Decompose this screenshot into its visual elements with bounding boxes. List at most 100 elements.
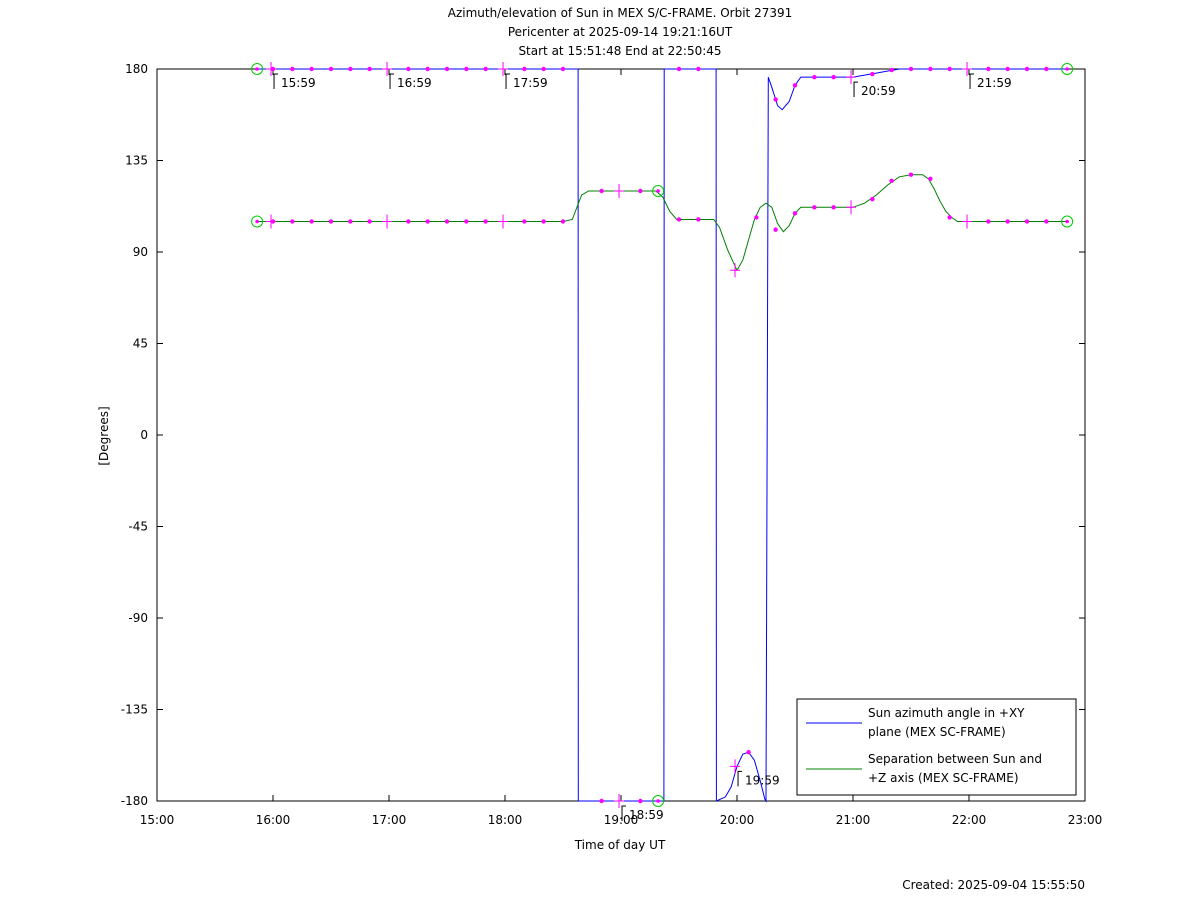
azimuth-marker	[367, 66, 372, 72]
x-tick-label: 21:00	[836, 813, 871, 827]
y-axis-label: [Degrees]	[97, 406, 111, 465]
separation-marker	[676, 217, 682, 222]
separation-marker	[290, 219, 295, 224]
azimuth-marker	[696, 66, 701, 72]
series-line-1	[257, 68, 1068, 803]
separation-marker	[541, 219, 546, 224]
y-tick-label: 135	[125, 154, 148, 168]
azimuth-marker	[599, 798, 604, 804]
separation-marker	[831, 205, 836, 210]
azimuth-marker	[406, 66, 411, 72]
azimuth-marker	[986, 66, 991, 72]
separation-marker	[889, 178, 894, 184]
plot-frame	[156, 68, 1086, 802]
azimuth-marker	[908, 66, 914, 72]
y-tick-label: 45	[133, 337, 148, 351]
hour-cross-marker	[382, 214, 393, 229]
hour-cross-marker	[266, 62, 277, 76]
separation-marker	[1044, 219, 1049, 224]
endpoint-dot	[1065, 67, 1069, 71]
hour-label: 15:59	[281, 76, 316, 90]
azimuth-marker	[541, 66, 546, 72]
separation-marker	[367, 219, 372, 224]
azimuth-marker	[444, 66, 450, 72]
azimuth-marker	[947, 66, 952, 72]
azimuth-marker	[328, 66, 334, 72]
separation-marker	[638, 188, 643, 194]
endpoint-circle-marker	[251, 215, 264, 228]
separation-marker	[560, 219, 566, 224]
separation-marker	[406, 219, 411, 224]
endpoint-dot	[1065, 219, 1069, 224]
legend-label: plane (MEX SC-FRAME)	[868, 725, 1006, 739]
x-tick-label: 22:00	[952, 813, 987, 827]
separation-marker	[464, 219, 469, 224]
separation-marker	[928, 176, 933, 181]
hour-cross-marker	[614, 794, 625, 808]
hour-label-pointer	[505, 73, 511, 89]
legend-label: +Z axis (MEX SC-FRAME)	[868, 771, 1019, 785]
hour-label-pointer	[273, 73, 279, 89]
y-axis-ticks: 180 135 90 45 0 -45 -90 -135 -180	[121, 62, 1085, 808]
y-tick-label: -45	[128, 520, 148, 534]
hour-label-pointer	[389, 73, 395, 89]
hour-cross-marker	[498, 62, 509, 76]
azimuth-marker	[812, 74, 817, 80]
x-axis-ticks: 15:00 16:00 17:00 18:00 19:00 20:00 21:00 22:00…	[140, 69, 1103, 827]
y-tick-label: -135	[121, 703, 148, 717]
separation-marker	[444, 219, 450, 224]
chart-subtitle-start-end: Start at 15:51:48 End at 22:50:45	[518, 44, 721, 58]
x-tick-label: 15:00	[140, 813, 175, 827]
azimuth-marker	[831, 74, 836, 80]
y-tick-label: 0	[140, 428, 148, 442]
azimuth-marker	[1024, 66, 1030, 72]
x-tick-label: 19:00	[604, 813, 639, 827]
y-tick-label: -90	[128, 611, 148, 625]
endpoint-circle-marker	[652, 185, 665, 197]
legend-box	[796, 698, 1077, 796]
legend-label: Separation between Sun and	[868, 752, 1042, 766]
separation-marker	[483, 219, 488, 224]
endpoint-dot	[656, 189, 660, 193]
hour-label: 21:59	[977, 76, 1012, 90]
hour-cross-marker	[846, 200, 857, 215]
hour-label-pointer	[737, 770, 743, 787]
azimuth-marker	[792, 83, 798, 88]
azimuth-marker	[870, 71, 875, 77]
separation-marker	[1024, 219, 1030, 224]
hour-cross-marker	[730, 759, 741, 774]
x-axis-label: Time of day UT	[574, 838, 666, 852]
chart-subtitle-pericenter: Pericenter at 2025-09-14 19:21:16UT	[508, 25, 733, 39]
azimuth-marker	[290, 66, 295, 72]
endpoint-circle-marker	[1061, 215, 1074, 228]
separation-marker	[599, 188, 604, 194]
endpoint-circle-marker	[652, 795, 665, 807]
azimuth-marker	[309, 66, 314, 72]
created-timestamp: Created: 2025-09-04 15:55:50	[902, 878, 1085, 892]
azimuth-marker	[928, 66, 933, 72]
y-tick-label: -180	[121, 794, 148, 808]
series-line-2	[257, 174, 1068, 272]
hour-label: 16:59	[397, 76, 432, 90]
hour-label-pointer	[853, 81, 859, 98]
y-tick-label: 180	[125, 62, 148, 76]
hour-cross-marker	[382, 62, 393, 76]
separation-marker	[947, 215, 952, 220]
endpoint-dot	[255, 219, 259, 224]
separation-marker	[908, 172, 914, 177]
azimuth-marker	[638, 798, 643, 804]
azimuth-marker	[773, 97, 778, 102]
hour-label: 20:59	[861, 84, 896, 98]
hour-cross-marker	[962, 214, 973, 229]
azimuth-marker	[889, 67, 894, 73]
azimuth-marker	[483, 66, 488, 72]
hour-label-pointer	[621, 805, 627, 821]
x-tick-label: 16:00	[256, 813, 291, 827]
x-tick-label: 23:00	[1068, 813, 1103, 827]
series-layer	[257, 68, 1068, 803]
legend-label: Sun azimuth angle in +XY	[868, 706, 1025, 720]
azimuth-marker	[560, 66, 566, 72]
separation-marker	[754, 215, 759, 220]
hour-cross-marker	[846, 70, 857, 85]
marker-layer	[251, 62, 1074, 808]
